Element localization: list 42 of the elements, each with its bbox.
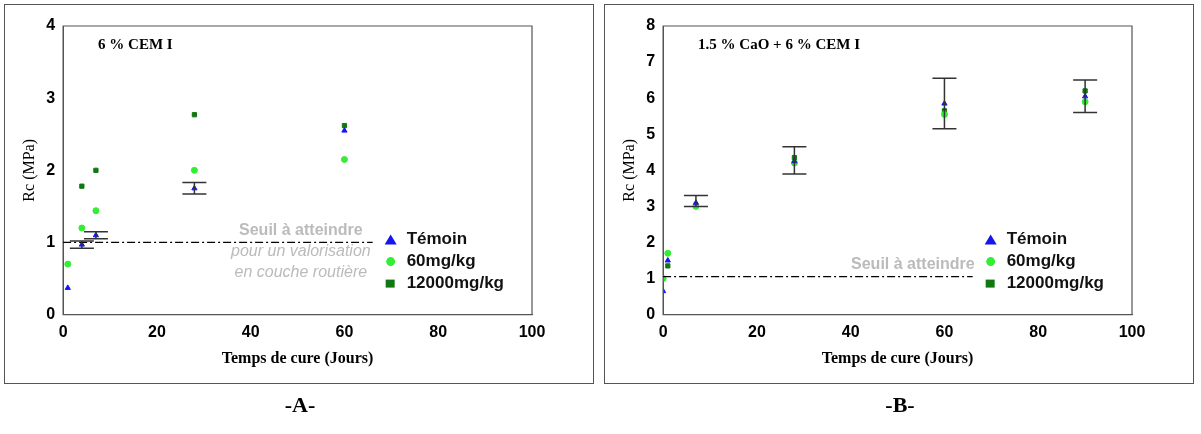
x-tick-label: 0 bbox=[58, 322, 68, 340]
legend-label: Témoin bbox=[1006, 229, 1068, 249]
ref-line-label: Seuil à atteindre bbox=[851, 255, 975, 273]
y-tick-label: 4 bbox=[646, 160, 656, 178]
x-tick-label: 20 bbox=[147, 322, 166, 340]
x-tick-label: 80 bbox=[429, 322, 448, 340]
x-tick-label: 40 bbox=[241, 322, 260, 340]
y-tick-label: 8 bbox=[646, 16, 656, 34]
text: -B- bbox=[884, 392, 916, 418]
x-tick-label: 20 bbox=[747, 322, 766, 340]
x-axis-title: Temps de cure (Jours) bbox=[221, 348, 374, 367]
y-axis-title: Rc (MPa) bbox=[19, 138, 38, 202]
text: -A- bbox=[283, 392, 317, 418]
y-tick-label: 2 bbox=[46, 160, 56, 178]
x-tick-label: 0 bbox=[658, 322, 668, 340]
x-tick-label: 40 bbox=[841, 322, 860, 340]
y-tick-label: 2 bbox=[646, 232, 656, 250]
x-axis-title: Temps de cure (Jours) bbox=[821, 348, 974, 367]
legend-label: 60mg/kg bbox=[1006, 251, 1076, 271]
y-axis-title: Rc (MPa) bbox=[619, 138, 638, 202]
text: 6 % CEM I bbox=[98, 36, 173, 53]
x-tick-label: 100 bbox=[1118, 322, 1146, 340]
y-tick-label: 6 bbox=[646, 88, 656, 106]
y-tick-label: 3 bbox=[46, 88, 56, 106]
x-tick-label: 80 bbox=[1029, 322, 1048, 340]
y-tick-label: 5 bbox=[646, 124, 656, 142]
legend-label: Témoin bbox=[406, 229, 468, 249]
y-tick-label: 1 bbox=[46, 232, 56, 250]
y-tick-label: 1 bbox=[646, 268, 656, 286]
x-tick-label: 60 bbox=[335, 322, 354, 340]
legend-label: 12000mg/kg bbox=[406, 273, 505, 293]
y-tick-label: 7 bbox=[646, 52, 656, 70]
x-tick-label: 60 bbox=[935, 322, 954, 340]
y-tick-label: 0 bbox=[646, 305, 656, 323]
y-tick-label: 0 bbox=[46, 305, 56, 323]
ref-line-label: Seuil à atteindre pour un valorisation en couche routière bbox=[230, 220, 371, 280]
legend-label: 12000mg/kg bbox=[1006, 273, 1105, 293]
y-tick-label: 4 bbox=[46, 16, 56, 34]
legend-label: 60mg/kg bbox=[406, 251, 476, 271]
y-tick-label: 3 bbox=[646, 196, 656, 214]
text: 1.5 % CaO + 6 % CEM I bbox=[698, 36, 861, 53]
x-tick-label: 100 bbox=[518, 322, 546, 340]
